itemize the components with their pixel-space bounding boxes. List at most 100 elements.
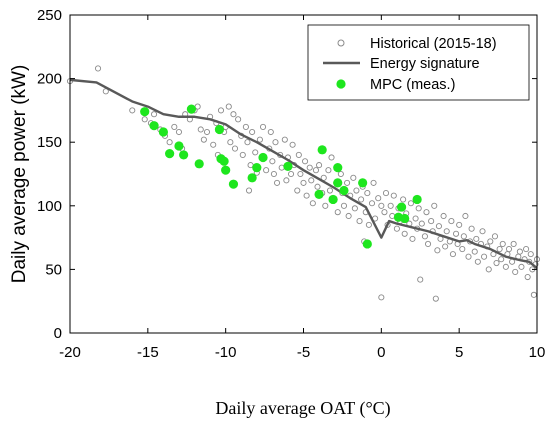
historical-point [468,225,475,232]
historical-point [312,167,320,174]
historical-point [421,233,428,240]
historical-point [283,177,290,184]
mpc-point [165,149,175,159]
mpc-point [412,194,422,205]
historical-point [267,128,274,136]
mpc-point [179,150,189,160]
mpc-point [221,165,231,175]
historical-point [390,192,397,199]
historical-point [217,107,225,114]
historical-point [518,263,525,270]
historical-point [325,167,332,174]
historical-point [269,158,276,165]
historical-point [401,230,408,237]
historical-point [210,141,217,148]
historical-point [423,209,430,216]
mpc-point [258,152,268,163]
historical-point [273,179,281,186]
x-tick-labels: -20 -15 -10 -5 0 5 10 [59,344,545,361]
mpc-point [339,185,349,196]
historical-point [364,190,371,197]
mpc-point [186,104,197,114]
historical-point [465,253,472,260]
historical-point [295,151,302,158]
historical-point [300,179,307,186]
historical-point [303,192,310,199]
historical-point [263,167,270,174]
historical-point [252,149,259,156]
historical-point [281,136,288,143]
mpc-point [333,163,343,173]
historical-point [141,116,148,123]
historical-point [510,240,517,248]
historical-point [378,202,385,209]
mpc-point [317,145,327,155]
y-tick-labels: 0 50 100 150 200 250 [37,7,62,342]
historical-point [412,215,419,222]
historical-point [449,251,456,258]
historical-point [418,220,425,227]
historical-point [456,221,463,228]
historical-point [431,202,438,209]
mpc-point [214,124,225,135]
historical-point [242,123,249,130]
x-axis-label: Daily average OAT (°C) [215,398,390,419]
x-tick-label: 0 [377,344,385,361]
historical-point [407,200,414,207]
historical-point [471,248,478,255]
historical-point [462,212,469,220]
axis-ticks [69,14,538,334]
historical-point [230,111,237,118]
x-tick-label: -10 [215,344,237,361]
historical-point [448,218,455,225]
legend-marker-mpc [336,79,346,89]
historical-point [309,200,316,207]
legend: Historical (2015-18) Energy signature MP… [307,24,530,101]
historical-point [151,111,158,118]
historical-point [353,187,360,194]
historical-point [345,212,352,220]
historical-point [302,158,309,165]
historical-point [129,107,136,114]
legend-label-mpc: MPC (meas.) [370,77,455,93]
historical-point [308,177,315,184]
historical-point [294,187,301,194]
y-tick-label: 50 [45,261,62,278]
mpc-point [247,173,257,183]
historical-point [200,136,207,143]
historical-point [498,256,505,263]
y-axis-label: Daily average power (kW) [9,65,30,284]
y-tick-label: 0 [54,325,62,342]
historical-point [375,195,382,202]
historical-point [505,245,513,253]
historical-point [512,268,519,275]
historical-point [171,123,178,130]
historical-point [297,170,304,178]
mpc-point [358,178,368,188]
y-tick-label: 250 [37,7,62,24]
historical-point [306,164,313,171]
historical-point [334,209,341,216]
historical-point [365,221,372,228]
historical-point [473,235,480,242]
mpc-point [174,141,184,151]
historical-point [485,266,492,273]
historical-point [235,116,242,123]
mpc-point [252,163,262,173]
x-tick-label: -15 [137,344,159,361]
historical-point [94,65,102,72]
mpc-point [400,213,410,224]
x-tick-label: 10 [529,344,546,361]
mpc-point [149,121,159,131]
historical-point [530,291,537,298]
historical-point [487,238,494,245]
historical-point [434,247,441,254]
historical-point [443,228,450,235]
historical-point [249,128,256,136]
historical-point [203,128,211,136]
historical-point [460,233,467,240]
historical-point [496,245,503,253]
historical-point [393,225,400,232]
historical-point [387,202,394,209]
